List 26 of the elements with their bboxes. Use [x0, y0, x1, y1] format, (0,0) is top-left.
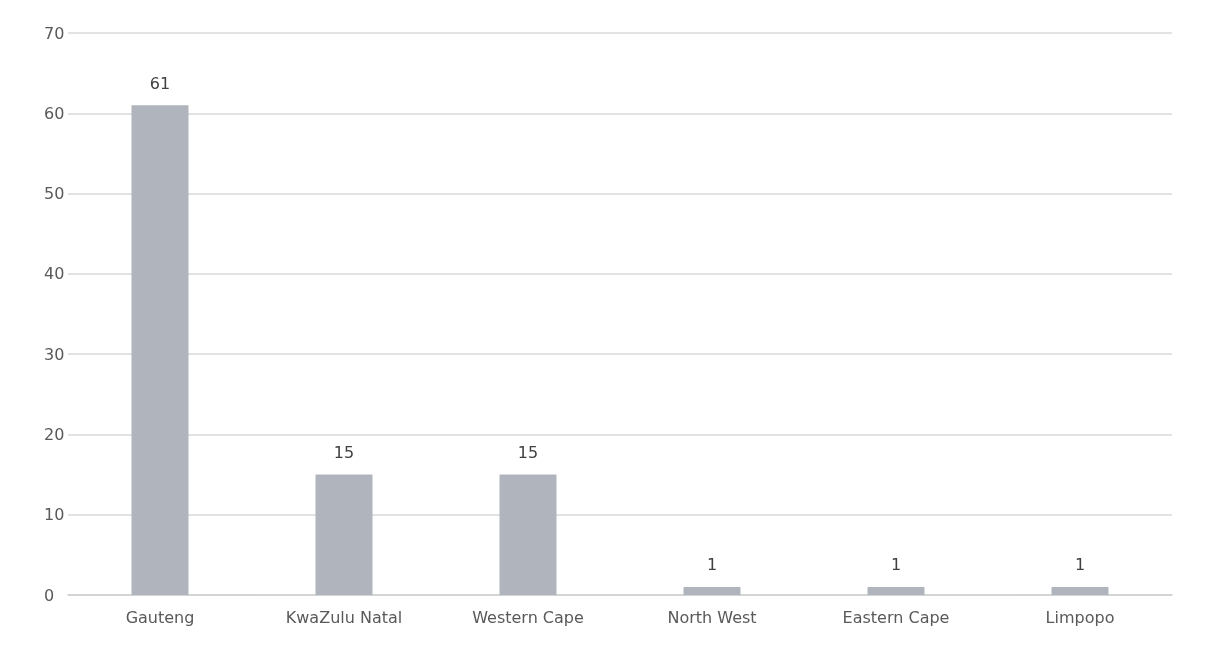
y-tick-label: 70 — [44, 23, 65, 43]
y-tick-label: 0 — [44, 585, 55, 605]
data-label: 1 — [890, 555, 902, 575]
data-label: 15 — [333, 443, 355, 463]
y-tick-label: 40 — [44, 264, 65, 284]
x-tick-label: Limpopo — [1045, 607, 1115, 627]
x-tick-label: North West — [667, 607, 757, 627]
y-tick-label: 10 — [44, 505, 65, 525]
y-tick-label: 30 — [44, 344, 65, 364]
bar — [683, 586, 741, 595]
data-label: 1 — [706, 555, 718, 575]
x-tick-label: Gauteng — [125, 607, 195, 627]
x-tick-label: KwaZulu Natal — [285, 607, 403, 627]
data-label: 1 — [1074, 555, 1086, 575]
bar — [867, 586, 925, 595]
bar — [1051, 586, 1109, 595]
x-tick-label: Eastern Cape — [842, 607, 950, 627]
bar — [131, 105, 189, 595]
data-label: 61 — [149, 73, 171, 93]
data-label: 15 — [517, 443, 539, 463]
y-tick-label: 20 — [44, 424, 65, 444]
bar — [499, 474, 557, 595]
y-tick-label: 60 — [44, 103, 65, 123]
y-tick-label: 50 — [44, 184, 65, 204]
bar — [315, 474, 373, 595]
x-tick-label: Western Cape — [472, 607, 584, 627]
